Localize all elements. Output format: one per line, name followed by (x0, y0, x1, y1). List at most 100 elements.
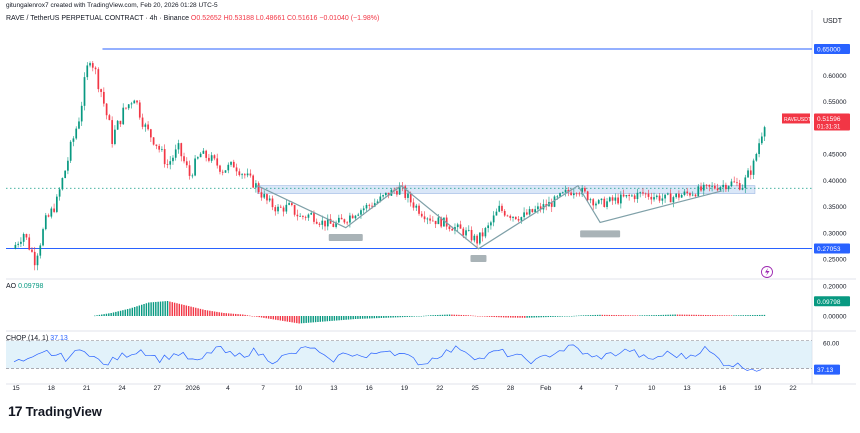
candle-body (368, 204, 371, 206)
candle-body (415, 205, 418, 208)
candle-body (722, 184, 725, 188)
ao-bar (467, 315, 470, 316)
ao-bar (270, 316, 272, 319)
candle-body (67, 160, 69, 171)
time-tick-label: 7 (261, 385, 265, 392)
ao-bar (117, 311, 119, 316)
chop-legend[interactable]: CHOP (14, 1) 37.13 (6, 335, 68, 342)
candle-body (335, 222, 337, 227)
time-tick-label: 13 (330, 385, 338, 392)
candle-body (172, 157, 174, 162)
ao-legend[interactable]: AO 0.09798 (6, 283, 43, 290)
candle-body (584, 187, 586, 192)
ao-bar (126, 309, 129, 316)
time-tick-label: 24 (118, 385, 126, 392)
candle-body (119, 120, 122, 125)
ao-bar (437, 314, 439, 316)
ao-bar (540, 316, 542, 318)
candle-body (227, 164, 230, 171)
candle-body (713, 185, 716, 189)
ao-bar (143, 304, 145, 316)
time-tick-label: 19 (401, 385, 409, 392)
candle-body (116, 120, 119, 130)
candle-body (476, 235, 478, 244)
candle-body (149, 129, 152, 138)
ao-bar (578, 315, 580, 317)
ao-bar (129, 308, 131, 316)
candle-body (564, 189, 567, 193)
candle-body (423, 216, 426, 220)
ao-bar (695, 314, 698, 316)
candle-body (219, 165, 221, 172)
ao-bar (493, 316, 495, 318)
symbol-name[interactable]: RAVE / TetherUS PERPETUAL CONTRACT · 4h … (6, 15, 189, 22)
candle-body (647, 193, 650, 197)
ao-bar (282, 316, 284, 321)
candle-body (487, 225, 490, 229)
candle-body (675, 193, 678, 198)
candle-body (752, 160, 755, 175)
ao-bar (378, 316, 380, 319)
ao-bar (460, 314, 463, 316)
ao-bar (625, 315, 627, 316)
candle-body (498, 205, 501, 212)
candle-body (556, 196, 559, 198)
ao-bar (639, 315, 641, 316)
candle-body (155, 144, 158, 146)
ao-bar (681, 314, 683, 316)
ao-bar (112, 312, 115, 316)
last-price-tag (814, 113, 850, 131)
candle-body (561, 192, 564, 194)
ao-bar (263, 316, 265, 318)
ao-bar (455, 314, 458, 316)
ao-bar (329, 316, 331, 322)
candle-body (136, 100, 138, 103)
candle-body (69, 141, 72, 161)
candle-body (97, 69, 100, 90)
ao-bar (364, 316, 366, 319)
candle-body (373, 203, 376, 207)
ao-bar (712, 315, 714, 316)
candle-body (194, 158, 196, 176)
ao-bar (423, 315, 425, 317)
candle-body (147, 124, 149, 130)
candle-body (232, 161, 235, 168)
candle-body (570, 192, 572, 196)
candle-body (80, 105, 83, 122)
candle-body (105, 103, 108, 116)
ao-bar (730, 315, 733, 316)
ao-bar (432, 315, 434, 316)
candle-body (694, 194, 697, 197)
ao-bar (274, 316, 277, 320)
ao-bar (655, 315, 658, 316)
ao-bar (549, 316, 552, 317)
ao-bar (392, 316, 394, 318)
ao-bar (387, 316, 390, 318)
ao-bar (458, 314, 460, 316)
tradingview-brand[interactable]: 17 TradingView (8, 403, 102, 419)
ao-bar (350, 316, 352, 320)
symbol-price-tag (782, 113, 810, 124)
candle-body (371, 205, 373, 207)
ao-bar (96, 315, 98, 316)
candle-body (407, 193, 409, 198)
ao-bar (425, 315, 427, 317)
ao-bar (742, 315, 745, 316)
ao-bar (333, 316, 336, 321)
candle-body (72, 138, 75, 142)
ao-bar (404, 316, 406, 318)
ao-bar (603, 314, 606, 316)
candle-body (329, 218, 332, 224)
candle-body (293, 205, 296, 215)
ao-bar (474, 315, 477, 317)
ao-bar (688, 314, 690, 316)
ao-bar (204, 310, 206, 316)
candle-body (384, 192, 387, 196)
candle-body (252, 175, 255, 188)
ao-bar (618, 315, 620, 316)
ao-bar (284, 316, 286, 322)
currency-label[interactable]: USDT (822, 18, 842, 25)
candle-body (185, 161, 188, 166)
